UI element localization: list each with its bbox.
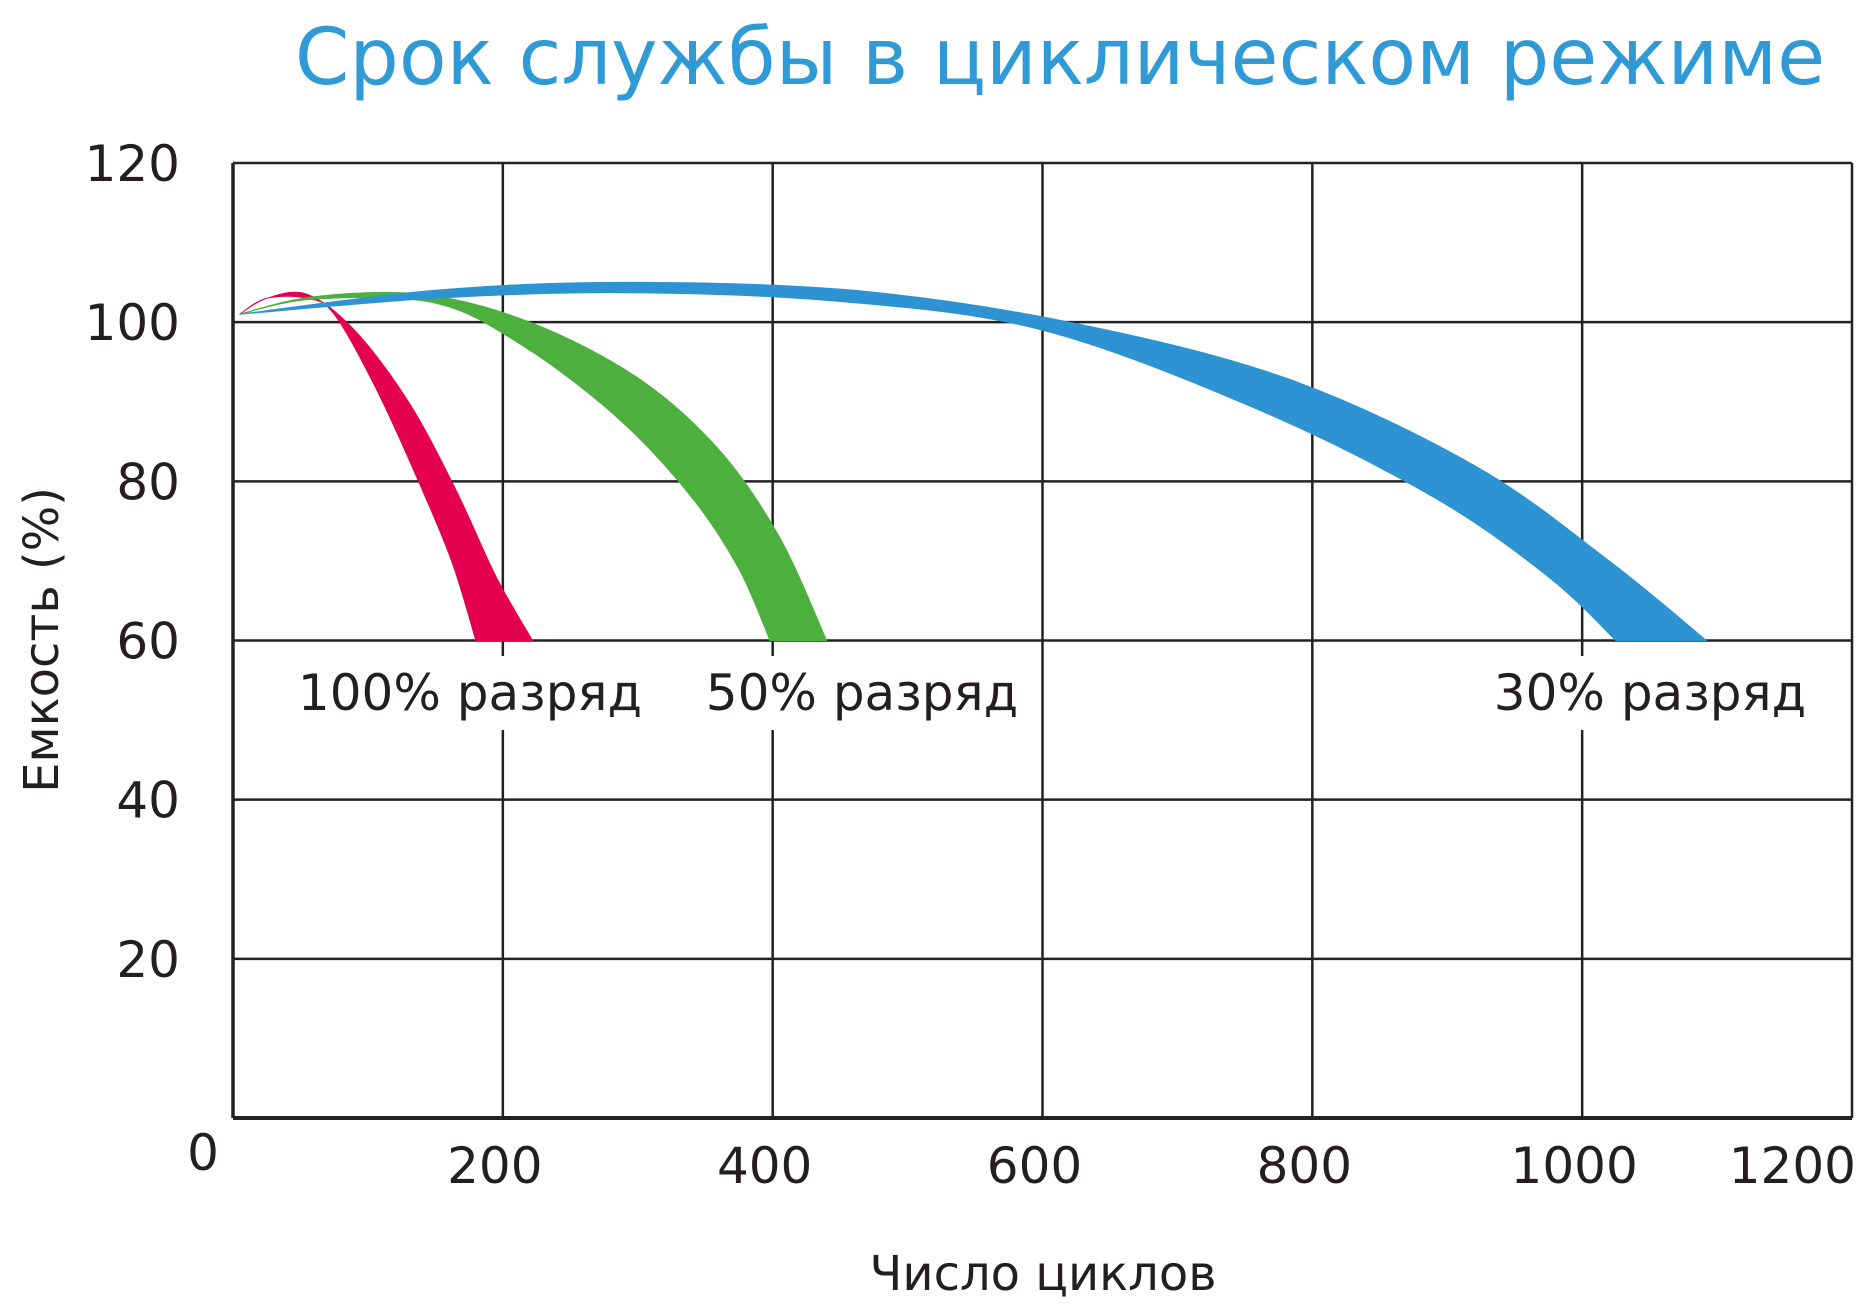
- series-label-3: 30% разряд: [1494, 664, 1806, 722]
- plot-frame: [231, 161, 1854, 1120]
- series-band-3: [239, 281, 1708, 641]
- x-tick-label-1000: 1000: [1511, 1137, 1638, 1195]
- tick-labels: 20 40 60 80 100 120 200 400 600 800 1000 1200 0: [85, 135, 1856, 1195]
- series-labels: 100% разряд 50% разряд 30% разряд: [298, 664, 1806, 722]
- y-axis-label: Емкость (%): [14, 487, 70, 793]
- series-label-bg-3: [1479, 656, 1821, 730]
- y-tick-label-20: 20: [116, 931, 180, 989]
- series-label-2: 50% разряд: [706, 664, 1018, 722]
- x-tick-label-200: 200: [447, 1137, 542, 1195]
- origin-label: 0: [187, 1124, 219, 1182]
- x-tick-label-800: 800: [1257, 1137, 1352, 1195]
- y-tick-label-100: 100: [85, 294, 180, 352]
- series-band-2: [239, 291, 828, 641]
- series-label-bg-2: [691, 656, 1033, 730]
- series-areas: [239, 281, 1708, 641]
- x-tick-label-600: 600: [987, 1137, 1082, 1195]
- y-tick-label-60: 60: [116, 613, 180, 671]
- x-axis-label: Число циклов: [870, 1246, 1217, 1302]
- x-tick-label-1200: 1200: [1729, 1137, 1856, 1195]
- y-tick-label-120: 120: [85, 135, 180, 193]
- y-tick-label-80: 80: [116, 453, 180, 511]
- chart-title: Срок службы в циклическом режиме: [294, 13, 1826, 103]
- series-label-bg-1: [283, 656, 657, 730]
- series-label-backgrounds: [283, 656, 1821, 730]
- x-tick-label-400: 400: [717, 1137, 812, 1195]
- series-label-1: 100% разряд: [298, 664, 642, 722]
- y-tick-label-40: 40: [116, 772, 180, 830]
- series-band-1: [239, 291, 534, 641]
